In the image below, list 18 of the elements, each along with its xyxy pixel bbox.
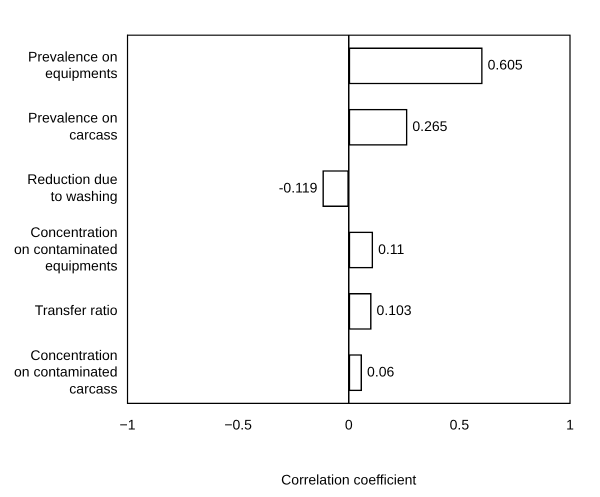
x-tick-label: −1 [120,416,136,433]
x-tick-label: −0.5 [224,416,252,433]
data-label: 0.11 [378,240,405,257]
data-label: 0.06 [367,364,394,380]
x-tick-label: 1 [566,416,574,433]
y-tick-label: Reduction due to washing [27,171,118,204]
data-label: 0.265 [412,118,448,134]
x-tick-label: 0.5 [450,416,470,433]
y-tick-label: Prevalence on carcass [28,110,118,143]
data-label: 0.103 [376,302,412,318]
data-label: 0.605 [488,56,523,73]
x-tick-label: 0 [344,416,353,433]
data-label: -0.119 [278,179,318,196]
y-tick-label: Concentration on contaminated carcass [14,346,118,396]
y-tick-label: Concentration on contaminated equipments [14,224,118,274]
y-tick-label: Transfer ratio [34,302,118,318]
y-tick-label: Prevalence on equipments [28,48,118,82]
x-axis-title: Correlation coefficient [281,471,416,488]
